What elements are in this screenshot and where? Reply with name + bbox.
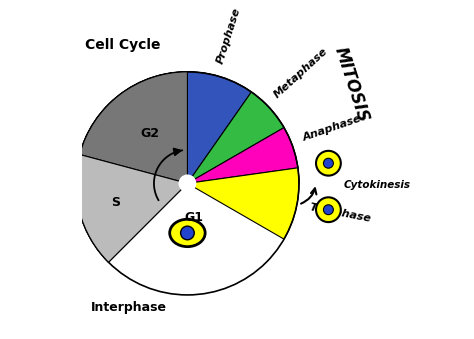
Wedge shape bbox=[187, 92, 284, 183]
Circle shape bbox=[316, 151, 341, 176]
Wedge shape bbox=[145, 141, 187, 213]
Text: G1: G1 bbox=[184, 211, 203, 224]
Wedge shape bbox=[76, 155, 187, 262]
Wedge shape bbox=[76, 72, 299, 183]
Wedge shape bbox=[80, 72, 187, 183]
Wedge shape bbox=[187, 168, 299, 239]
Text: S: S bbox=[111, 196, 120, 209]
Text: Prophase: Prophase bbox=[215, 6, 242, 65]
Text: Metaphase: Metaphase bbox=[272, 46, 330, 100]
Text: G2: G2 bbox=[141, 127, 160, 140]
Wedge shape bbox=[80, 72, 187, 183]
Circle shape bbox=[316, 197, 341, 222]
Circle shape bbox=[323, 205, 333, 215]
Circle shape bbox=[181, 226, 194, 240]
Text: Cell Cycle: Cell Cycle bbox=[85, 38, 161, 52]
Wedge shape bbox=[187, 127, 298, 183]
Text: Interphase: Interphase bbox=[91, 300, 167, 314]
Ellipse shape bbox=[170, 219, 205, 247]
Wedge shape bbox=[76, 155, 187, 262]
Circle shape bbox=[179, 175, 196, 192]
Text: Telophase: Telophase bbox=[308, 202, 372, 224]
Wedge shape bbox=[187, 72, 251, 183]
Text: Anaphase: Anaphase bbox=[301, 114, 363, 143]
Text: MITOSIS: MITOSIS bbox=[331, 44, 372, 124]
Text: Cytokinesis: Cytokinesis bbox=[343, 180, 410, 190]
Circle shape bbox=[323, 158, 333, 168]
